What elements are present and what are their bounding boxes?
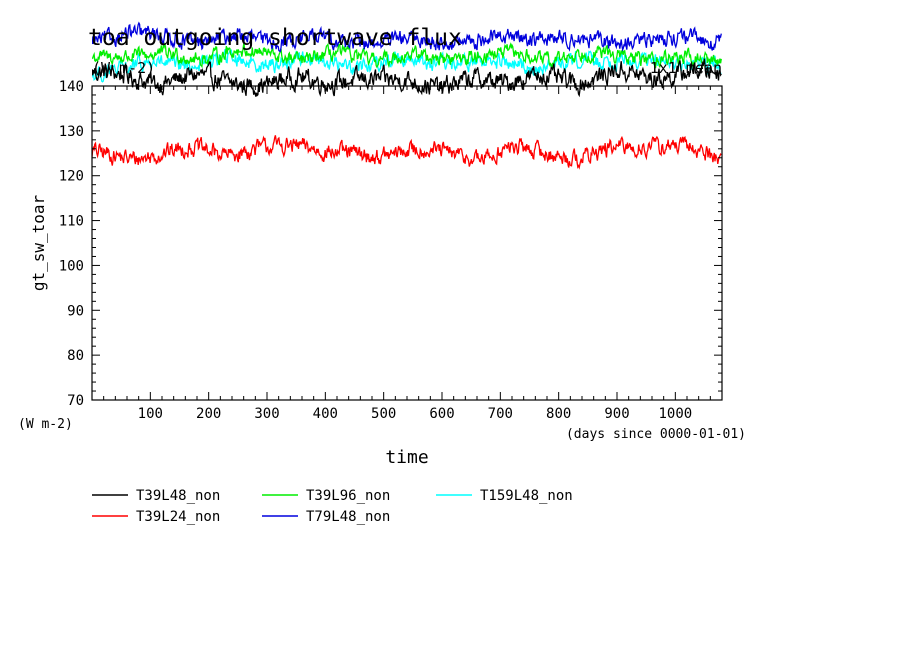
legend-label-T39L96_non: T39L96_non <box>306 488 390 504</box>
y-tick-label: 70 <box>67 393 84 409</box>
x-tick-label: 800 <box>546 406 571 422</box>
x-tick-label: 700 <box>488 406 513 422</box>
x-tick-label: 600 <box>429 406 454 422</box>
legend-label-T159L48_non: T159L48_non <box>480 488 573 504</box>
series-line-T39L48_non <box>92 58 722 98</box>
y-tick-label: 80 <box>67 348 84 364</box>
y-axis-label: gt_sw_toar <box>29 194 48 291</box>
series-layer <box>92 21 722 170</box>
y-tick-label: 110 <box>59 214 84 230</box>
legend-label-T39L24_non: T39L24_non <box>136 509 220 525</box>
legend-label-T79L48_non: T79L48_non <box>306 509 390 525</box>
y-tick-label: 100 <box>59 258 84 274</box>
x-tick-label: 100 <box>138 406 163 422</box>
legend-label-T39L48_non: T39L48_non <box>136 488 220 504</box>
x-tick-label: 400 <box>313 406 338 422</box>
top-right-label: 1x1 mean <box>650 59 722 77</box>
x-tick-label: 300 <box>254 406 279 422</box>
y-axis-units: (W m-2) <box>18 417 73 432</box>
legend: T39L48_non T39L96_non T159L48_non T39L24_no… <box>92 488 573 525</box>
series-line-T79L48_non <box>92 21 722 53</box>
chart-title: toa outgoing shortwave flux <box>88 25 462 51</box>
x-axis-label: time <box>385 447 428 468</box>
plot-frame <box>91 85 723 401</box>
y-tick-label: 140 <box>59 79 84 95</box>
x-tick-label: 200 <box>196 406 221 422</box>
x-tick-label: 900 <box>604 406 629 422</box>
x-tick-label: 500 <box>371 406 396 422</box>
y-tick-label: 90 <box>67 303 84 319</box>
x-tick-label: 1000 <box>658 406 692 422</box>
y-tick-label: 120 <box>59 169 84 185</box>
x-axis-units: (days since 0000-01-01) <box>566 427 746 442</box>
y-tick-label: 130 <box>59 124 84 140</box>
series-line-T39L24_non <box>92 135 722 170</box>
chart-title-units: (W m-2) <box>92 59 155 77</box>
series-line-T39L96_non <box>92 41 722 69</box>
axes-layer: 100 200 300 400 500 600 700 800 900 1000 70 80 90 100… <box>59 79 722 422</box>
